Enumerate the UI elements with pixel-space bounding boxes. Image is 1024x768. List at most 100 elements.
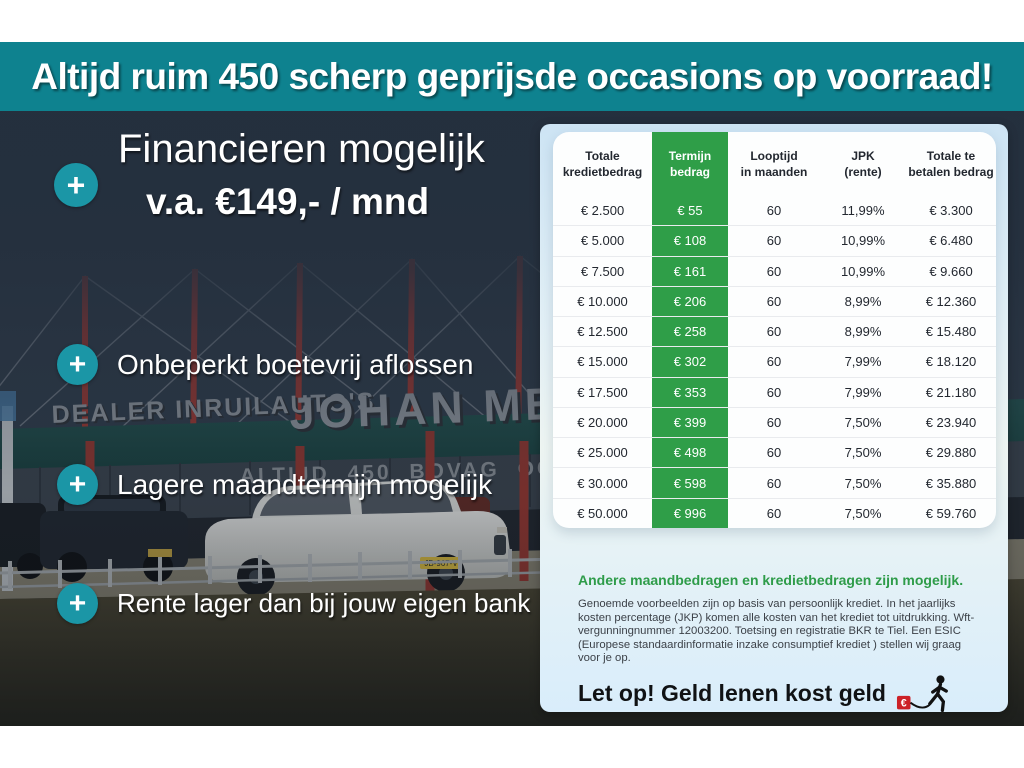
table-row: € 10.000 € 206 60 8,99% € 12.360: [553, 285, 996, 317]
table-cell: € 15.000: [577, 354, 628, 370]
table-row: € 20.000 € 399 60 7,50% € 23.940: [553, 406, 996, 438]
table-cell: 60: [766, 354, 782, 370]
plus-icon: +: [57, 583, 98, 624]
header-line: bedrag: [669, 165, 710, 179]
header-line: (rente): [844, 165, 882, 179]
table-cell: € 18.120: [925, 354, 977, 370]
table-row: € 2.500 € 55 60 11,99% € 3.300: [553, 196, 996, 226]
table-cell: 7,99%: [844, 384, 882, 400]
table-cell: € 3.300: [929, 203, 973, 219]
plus-icon: +: [54, 163, 98, 207]
table-cell: € 30.000: [577, 475, 628, 491]
bullet-label: Lagere maandtermijn mogelijk: [117, 468, 493, 500]
header-line: Totale te: [926, 148, 976, 163]
table-cell: € 20.000: [577, 414, 628, 430]
table-cell: 7,99%: [844, 354, 882, 370]
table-cell: € 12.500: [577, 324, 628, 340]
table-cell: 60: [766, 233, 782, 249]
table-cell: 7,50%: [844, 414, 882, 430]
table-cell: 7,50%: [844, 445, 882, 461]
table-cell: € 25.000: [577, 445, 628, 461]
photo-section: DEALER INRUILAUTO'S JOHAN MEURE ALTIJD 4…: [0, 111, 1024, 726]
finance-panel: Totale kredietbedrag Termijn bedrag Loop…: [540, 124, 1008, 714]
table-cell: € 498: [652, 438, 728, 468]
table-cell: 7,50%: [844, 505, 882, 521]
table-row: € 5.000 € 108 60 10,99% € 6.480: [553, 225, 996, 256]
table-cell: € 12.360: [925, 293, 977, 309]
table-cell: € 5.000: [580, 233, 625, 249]
table-row: € 12.500 € 258 60 8,99% € 15.480: [553, 316, 996, 347]
table-cell: € 206: [652, 286, 728, 317]
bullet-label: Onbeperkt boetevrij aflossen: [117, 348, 474, 380]
table-row: € 15.000 € 302 60 7,99% € 18.120: [553, 346, 996, 377]
table-cell: 60: [766, 263, 782, 279]
promo-bullet: + Onbeperkt boetevrij aflossen: [57, 344, 473, 385]
table-cell: € 108: [652, 226, 728, 256]
table-cell: € 399: [652, 407, 728, 438]
table-cell: € 598: [652, 468, 728, 498]
table-cell: 60: [766, 384, 782, 400]
table-cell: € 10.000: [577, 293, 628, 309]
table-body: € 2.500 € 55 60 11,99% € 3.300 € 5.000 € 108 60…: [553, 196, 996, 528]
credit-warning-text: Let op! Geld lenen kost geld: [578, 679, 886, 706]
column-header: Totale te betalen bedrag: [906, 132, 996, 196]
table-cell: € 23.940: [925, 414, 977, 430]
svg-text:€: €: [901, 698, 907, 710]
table-row: € 17.500 € 353 60 7,99% € 21.180: [553, 376, 996, 407]
table-cell: 60: [766, 475, 782, 491]
table-cell: 10,99%: [840, 233, 886, 249]
table-cell: € 996: [652, 498, 728, 528]
promo-bullet: + Lagere maandtermijn mogelijk: [57, 464, 492, 505]
table-row: € 50.000 € 996 60 7,50% € 59.760: [553, 497, 996, 528]
table-cell: € 29.880: [925, 445, 977, 461]
table-cell: 8,99%: [844, 324, 882, 340]
table-cell: € 59.760: [925, 505, 977, 521]
header-line: betalen bedrag: [908, 165, 994, 179]
table-cell: € 50.000: [577, 505, 628, 521]
bullet-label: Rente lager dan bij jouw eigen bank: [117, 588, 531, 618]
promo-headline: Financieren mogelijk: [118, 127, 485, 171]
table-cell: € 7.500: [580, 263, 625, 279]
table-cell: 7,50%: [844, 475, 882, 491]
top-banner: Altijd ruim 450 scherp geprijsde occasio…: [0, 42, 1024, 111]
header-line: Totale: [585, 148, 620, 163]
table-cell: € 353: [652, 377, 728, 407]
table-cell: € 55: [652, 196, 728, 226]
column-header: Looptijd in maanden: [728, 132, 820, 196]
table-cell: € 17.500: [577, 384, 628, 400]
table-cell: 60: [766, 324, 782, 340]
table-cell: € 6.480: [929, 233, 973, 249]
column-header: JPK (rente): [820, 132, 906, 196]
table-cell: 60: [766, 293, 782, 309]
table-cell: 60: [766, 414, 782, 430]
plus-glyph: +: [68, 467, 87, 501]
finance-table-card: Totale kredietbedrag Termijn bedrag Loop…: [553, 132, 996, 528]
credit-warning: Let op! Geld lenen kost geld €: [578, 672, 954, 714]
table-cell: € 35.880: [925, 475, 977, 491]
table-row: € 30.000 € 598 60 7,50% € 35.880: [553, 467, 996, 498]
disclaimer-heading: Andere maandbedragen en kredietbedragen …: [578, 572, 964, 588]
table-cell: € 2.500: [580, 203, 625, 219]
column-header: Totale kredietbedrag: [553, 132, 652, 196]
promo-price: v.a. €149,- / mnd: [146, 181, 430, 222]
plus-icon: +: [57, 464, 98, 505]
table-cell: € 21.180: [925, 384, 977, 400]
table-cell: 60: [766, 203, 782, 219]
table-cell: € 161: [652, 256, 728, 286]
table-row: € 7.500 € 161 60 10,99% € 9.660: [553, 255, 996, 286]
disclaimer-body: Genoemde voorbeelden zijn op basis van p…: [578, 598, 975, 665]
table-cell: 60: [766, 505, 782, 521]
header-line: Termijn: [668, 148, 712, 163]
header-line: Looptijd: [750, 148, 798, 163]
table-cell: € 258: [652, 317, 728, 347]
plus-glyph: +: [66, 166, 86, 203]
table-cell: 60: [766, 445, 782, 461]
column-header-highlighted: Termijn bedrag: [652, 132, 728, 196]
plus-icon: +: [57, 344, 98, 385]
table-header-row: Totale kredietbedrag Termijn bedrag Loop…: [553, 132, 996, 196]
table-cell: 11,99%: [841, 203, 885, 219]
table-cell: € 9.660: [929, 263, 973, 279]
banner-headline: Altijd ruim 450 scherp geprijsde occasio…: [31, 55, 993, 97]
plus-glyph: +: [68, 586, 87, 620]
table-cell: 10,99%: [840, 263, 886, 279]
